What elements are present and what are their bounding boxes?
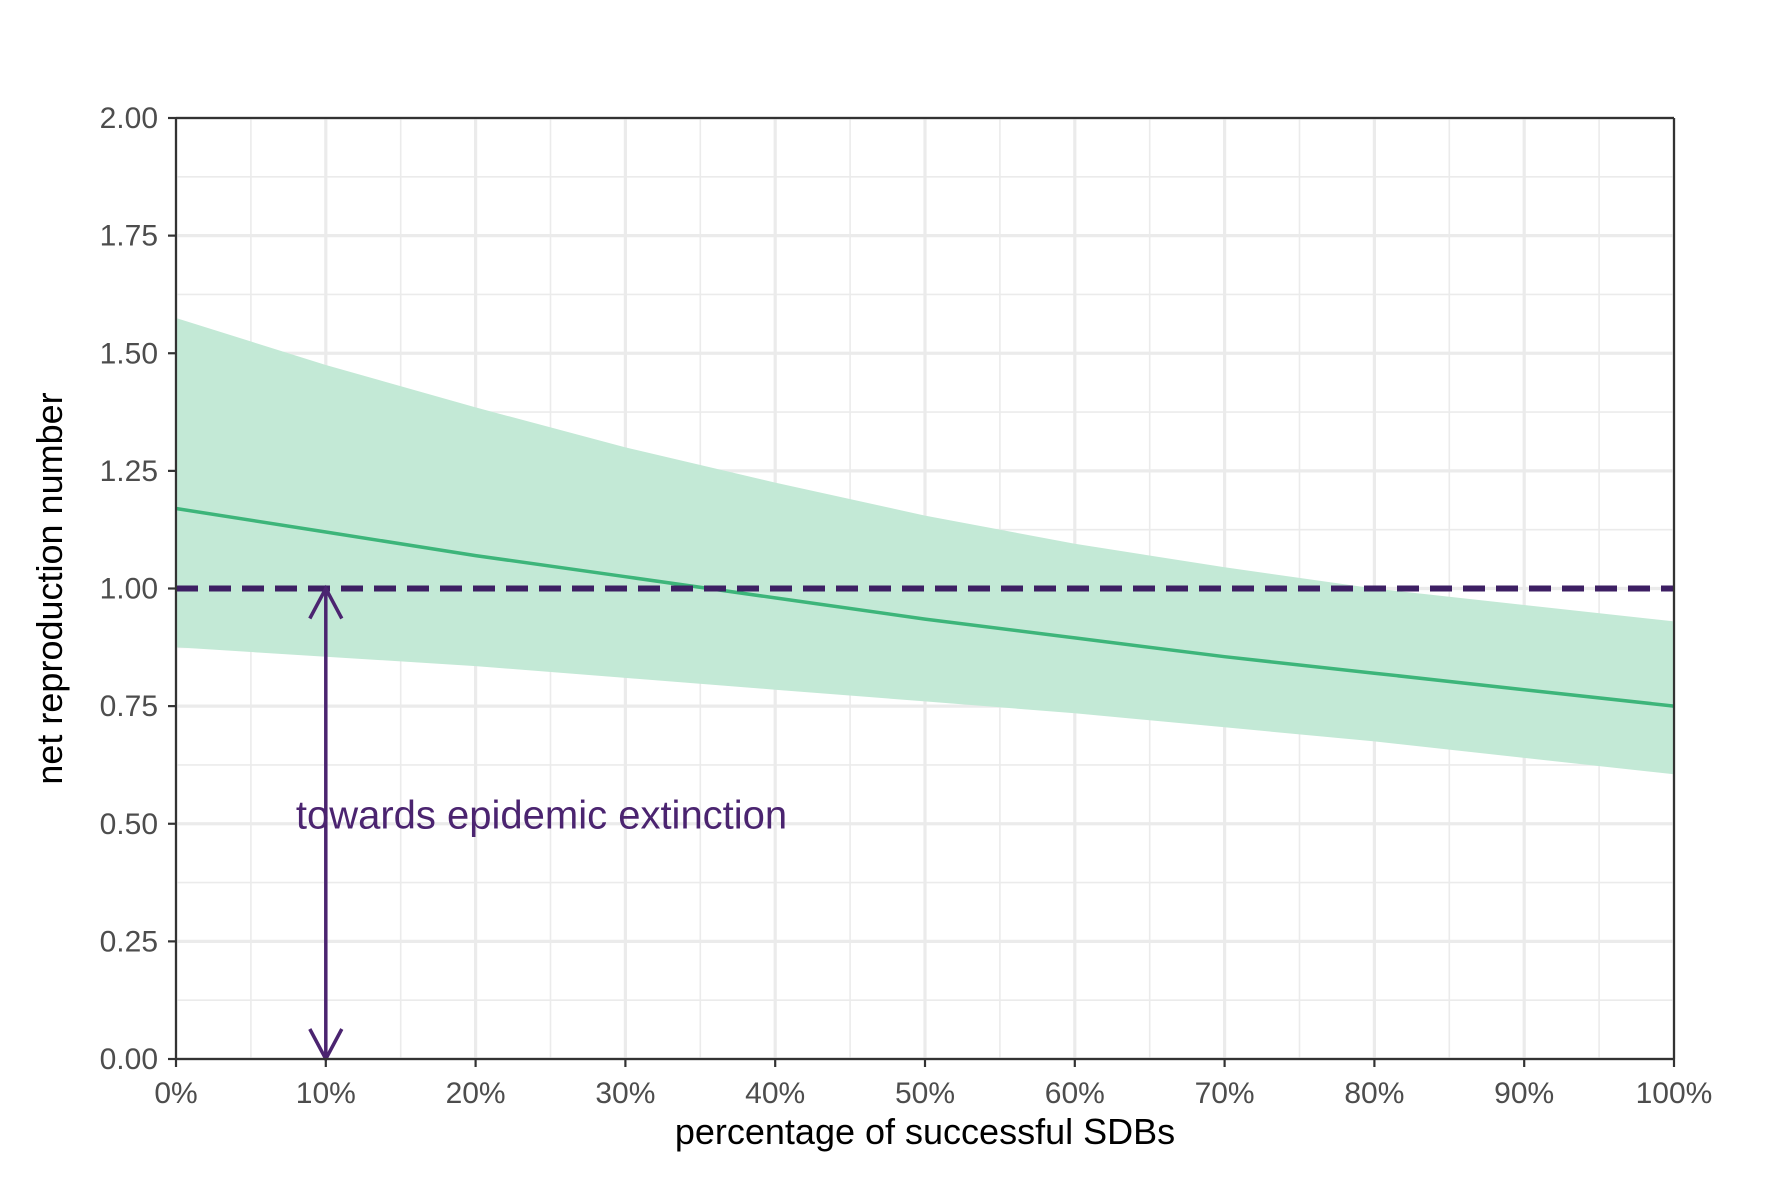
x-tick-label: 0% bbox=[154, 1077, 197, 1110]
y-tick-label: 0.00 bbox=[100, 1043, 158, 1076]
x-tick-label: 80% bbox=[1344, 1077, 1404, 1110]
trend-line-layer bbox=[175, 506, 1675, 708]
x-tick-label: 60% bbox=[1045, 1077, 1105, 1110]
x-tick-label: 20% bbox=[446, 1077, 506, 1110]
x-tick-label: 30% bbox=[595, 1077, 655, 1110]
confidence-band-layer bbox=[176, 318, 1674, 775]
confidence-band bbox=[176, 318, 1674, 775]
x-axis-title: percentage of successful SDBs bbox=[675, 1111, 1175, 1152]
x-tick-label: 40% bbox=[745, 1077, 805, 1110]
x-tick-label: 90% bbox=[1494, 1077, 1554, 1110]
y-tick-label: 0.25 bbox=[100, 925, 158, 958]
y-tick-label: 1.25 bbox=[100, 455, 158, 488]
y-tick-label: 1.50 bbox=[100, 337, 158, 370]
y-tick-label: 1.00 bbox=[100, 573, 158, 606]
x-tick-label: 100% bbox=[1636, 1077, 1713, 1110]
y-axis-title: net reproduction number bbox=[29, 392, 70, 784]
labels: towards epidemic extinction percentage o… bbox=[29, 392, 1175, 1152]
x-tick-label: 10% bbox=[296, 1077, 356, 1110]
axes: 0% 10% 20% 30% 40% 50% 60% 70% 80% 90% 100% 0.00 0.2… bbox=[100, 102, 1713, 1110]
x-tick-label: 70% bbox=[1195, 1077, 1255, 1110]
annotation-label: towards epidemic extinction bbox=[296, 793, 787, 837]
trend-line bbox=[175, 506, 1675, 708]
y-tick-label: 1.75 bbox=[100, 220, 158, 253]
y-tick-label: 2.00 bbox=[100, 102, 158, 135]
arrow-head-top bbox=[308, 584, 344, 620]
y-tick-label: 0.75 bbox=[100, 690, 158, 723]
y-tick-label: 0.50 bbox=[100, 808, 158, 841]
x-tick-label: 50% bbox=[895, 1077, 955, 1110]
